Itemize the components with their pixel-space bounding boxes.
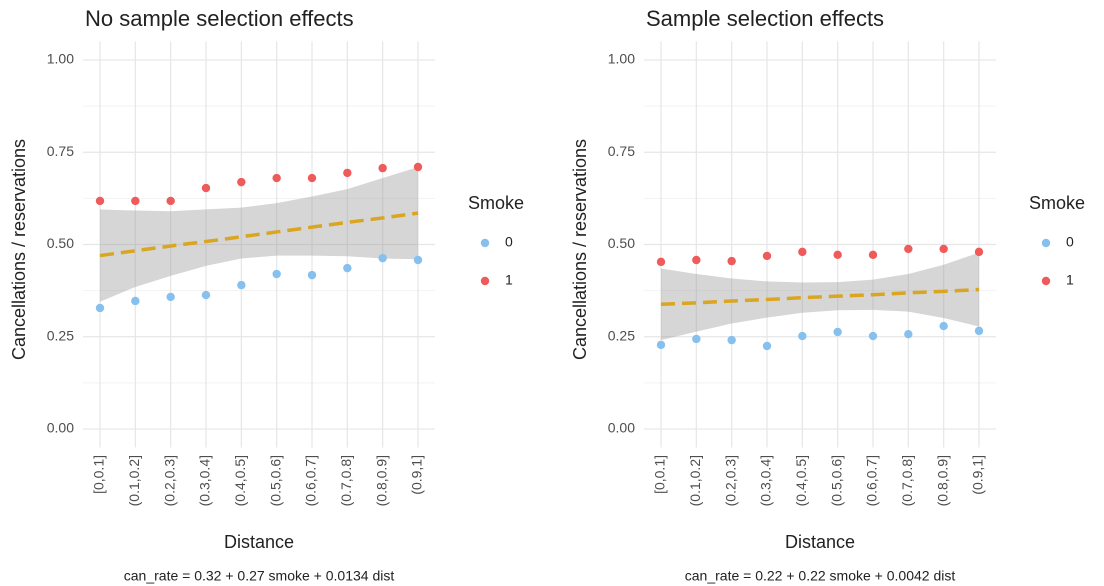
legend-label: 0 [505, 234, 513, 250]
y-tick-label: 0.00 [47, 420, 74, 436]
point [307, 173, 317, 183]
y-tick-label: 0.00 [608, 420, 635, 436]
legend-title: Smoke [468, 193, 524, 213]
y-tick-label: 0.25 [608, 327, 635, 343]
point [692, 255, 701, 265]
point [237, 280, 246, 290]
x-tick-label: (0.9,1] [970, 455, 986, 495]
point [656, 340, 666, 350]
point [413, 255, 423, 265]
y-tick-label: 0.50 [608, 235, 635, 251]
x-tick-label: [0,0.1] [91, 455, 107, 494]
point [201, 183, 211, 193]
x-tick-label: (0.6,0.7] [864, 455, 880, 506]
x-tick-label: [0,0.1] [652, 455, 668, 494]
point [656, 257, 666, 267]
x-tick-label: (0.4,0.5] [793, 455, 809, 506]
point [343, 168, 352, 178]
x-tick-label: (0.3,0.4] [758, 455, 774, 506]
point [131, 196, 140, 206]
x-tick-label: (0.8,0.9] [934, 455, 950, 506]
x-axis-label: Distance [224, 532, 294, 552]
caption: can_rate = 0.32 + 0.27 smoke + 0.0134 di… [124, 568, 395, 584]
point [95, 303, 105, 313]
y-tick-label: 0.75 [47, 143, 74, 159]
point [343, 263, 352, 273]
legend-label: 1 [1066, 272, 1074, 288]
y-tick-label: 0.75 [608, 143, 635, 159]
point [166, 292, 175, 302]
x-tick-label: (0.2,0.3] [722, 455, 738, 506]
point [237, 177, 246, 187]
point [833, 250, 842, 260]
point [378, 253, 387, 263]
point [798, 247, 807, 257]
x-tick-label: (0.3,0.4] [197, 455, 213, 506]
point [692, 334, 701, 344]
point [798, 331, 807, 341]
point [201, 290, 211, 300]
point [762, 251, 772, 261]
point [413, 162, 423, 172]
y-tick-label: 0.25 [47, 327, 74, 343]
chart-title: Sample selection effects [646, 6, 884, 31]
point [307, 270, 317, 280]
x-tick-label: (0.2,0.3] [161, 455, 177, 506]
fit-line [660, 287, 980, 307]
legend-swatch [1041, 238, 1051, 248]
point [272, 269, 281, 279]
x-tick-label: (0.9,1] [409, 455, 425, 495]
point [378, 163, 387, 173]
x-tick-label: (0.5,0.6] [267, 455, 283, 506]
y-tick-label: 1.00 [608, 51, 635, 67]
point [131, 296, 140, 306]
x-tick-label: (0.7,0.8] [338, 455, 354, 506]
y-axis-label: Cancellations / reservations [570, 139, 590, 360]
y-tick-label: 0.50 [47, 235, 74, 251]
x-tick-label: (0.1,0.2] [126, 455, 142, 506]
legend-swatch [480, 238, 490, 248]
point [974, 326, 984, 336]
point [727, 256, 736, 266]
point [939, 321, 948, 331]
y-axis-label: Cancellations / reservations [9, 139, 29, 360]
fit-line [99, 211, 419, 258]
point [939, 244, 948, 254]
point [272, 173, 281, 183]
x-tick-label: (0.6,0.7] [303, 455, 319, 506]
x-tick-label: (0.7,0.8] [899, 455, 915, 506]
legend-swatch [1041, 276, 1051, 286]
legend-label: 0 [1066, 234, 1074, 250]
legend-title: Smoke [1029, 193, 1085, 213]
point [95, 196, 105, 206]
legend-swatch [480, 276, 490, 286]
legend-label: 1 [505, 272, 513, 288]
x-tick-label: (0.5,0.6] [828, 455, 844, 506]
point [833, 327, 842, 337]
y-tick-label: 1.00 [47, 51, 74, 67]
point [868, 331, 878, 341]
point [904, 329, 913, 339]
point [762, 341, 772, 351]
chart-title: No sample selection effects [85, 6, 354, 31]
point [868, 250, 878, 260]
x-tick-label: (0.8,0.9] [373, 455, 389, 506]
point [974, 247, 984, 257]
x-tick-label: (0.4,0.5] [232, 455, 248, 506]
point [166, 196, 175, 206]
point [904, 244, 913, 254]
x-tick-label: (0.1,0.2] [687, 455, 703, 506]
x-axis-label: Distance [785, 532, 855, 552]
point [727, 335, 736, 345]
caption: can_rate = 0.22 + 0.22 smoke + 0.0042 di… [685, 568, 956, 584]
